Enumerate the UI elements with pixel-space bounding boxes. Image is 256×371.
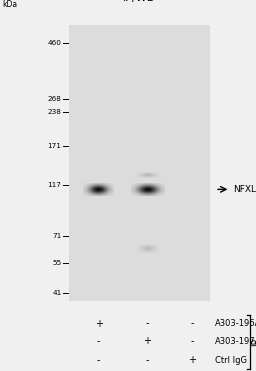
- Text: +: +: [188, 355, 196, 365]
- Text: NFXL1: NFXL1: [233, 185, 256, 194]
- Text: +: +: [143, 336, 151, 346]
- Text: +: +: [94, 319, 103, 328]
- Text: kDa: kDa: [3, 0, 18, 9]
- Text: IP/WB: IP/WB: [123, 0, 156, 3]
- Text: -: -: [97, 336, 100, 346]
- Text: Ctrl IgG: Ctrl IgG: [215, 356, 247, 365]
- Text: -: -: [145, 319, 149, 328]
- Text: -: -: [190, 336, 194, 346]
- Bar: [69, 25, 210, 301]
- Text: -: -: [97, 355, 100, 365]
- Text: 460: 460: [48, 40, 61, 46]
- Text: -: -: [145, 355, 149, 365]
- Text: 238: 238: [48, 108, 61, 115]
- Text: 55: 55: [52, 260, 61, 266]
- Text: 71: 71: [52, 233, 61, 239]
- Text: -: -: [190, 319, 194, 328]
- Text: 117: 117: [48, 182, 61, 188]
- Text: A303-197A: A303-197A: [215, 337, 256, 346]
- Text: A303-196A: A303-196A: [215, 319, 256, 328]
- Text: 41: 41: [52, 290, 61, 296]
- Text: IP: IP: [251, 338, 256, 346]
- Text: 171: 171: [48, 143, 61, 149]
- Text: 268: 268: [48, 96, 61, 102]
